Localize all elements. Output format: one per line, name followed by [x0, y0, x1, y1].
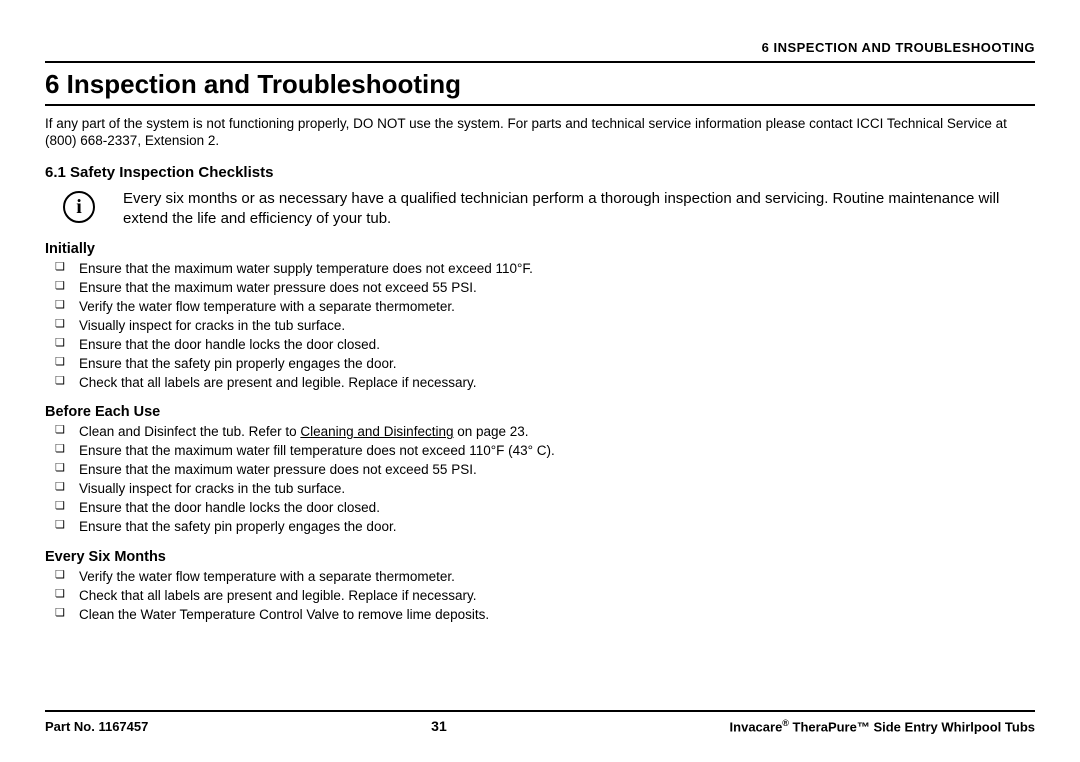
checklist-item: Ensure that the maximum water pressure d…: [45, 279, 1035, 298]
checklist-heading: Initially: [45, 241, 1035, 257]
header-rule-top: [45, 61, 1035, 63]
checklist-item: Check that all labels are present and le…: [45, 587, 1035, 606]
intro-paragraph: If any part of the system is not functio…: [45, 116, 1035, 150]
checklist-item: Verify the water flow temperature with a…: [45, 298, 1035, 317]
checklist: Verify the water flow temperature with a…: [45, 568, 1035, 625]
checklist-item: Ensure that the safety pin properly enga…: [45, 355, 1035, 374]
footer-page-number: 31: [431, 718, 447, 734]
info-text: Every six months or as necessary have a …: [123, 189, 1035, 230]
checklist-item: Visually inspect for cracks in the tub s…: [45, 317, 1035, 336]
checklist-heading: Every Six Months: [45, 549, 1035, 565]
checklist-item: Verify the water flow temperature with a…: [45, 568, 1035, 587]
checklist-item: Clean and Disinfect the tub. Refer to Cl…: [45, 423, 1035, 442]
chapter-title: 6 Inspection and Troubleshooting: [45, 69, 1035, 100]
footer-product-name: Invacare® TheraPure™ Side Entry Whirlpoo…: [730, 718, 1035, 734]
footer-rule: [45, 710, 1035, 712]
section-heading-6-1: 6.1 Safety Inspection Checklists: [45, 164, 1035, 181]
checklist: Ensure that the maximum water supply tem…: [45, 260, 1035, 392]
footer-part-number: Part No. 1167457: [45, 719, 148, 734]
info-icon: i: [63, 189, 95, 223]
checklist-item: Ensure that the maximum water fill tempe…: [45, 442, 1035, 461]
checklist-heading: Before Each Use: [45, 404, 1035, 420]
checklist-item: Ensure that the maximum water supply tem…: [45, 260, 1035, 279]
header-rule-bottom: [45, 104, 1035, 106]
info-callout: i Every six months or as necessary have …: [45, 189, 1035, 230]
checklist-item: Ensure that the maximum water pressure d…: [45, 461, 1035, 480]
checklist-item: Check that all labels are present and le…: [45, 374, 1035, 393]
checklist-item: Ensure that the door handle locks the do…: [45, 499, 1035, 518]
page-footer: Part No. 1167457 31 Invacare® TheraPure™…: [45, 710, 1035, 734]
header-chapter-label: 6 INSPECTION AND TROUBLESHOOTING: [45, 40, 1035, 55]
checklist-item: Visually inspect for cracks in the tub s…: [45, 480, 1035, 499]
checklist-item: Clean the Water Temperature Control Valv…: [45, 606, 1035, 625]
checklist-item: Ensure that the door handle locks the do…: [45, 336, 1035, 355]
checklist-item: Ensure that the safety pin properly enga…: [45, 518, 1035, 537]
checklist: Clean and Disinfect the tub. Refer to Cl…: [45, 423, 1035, 536]
